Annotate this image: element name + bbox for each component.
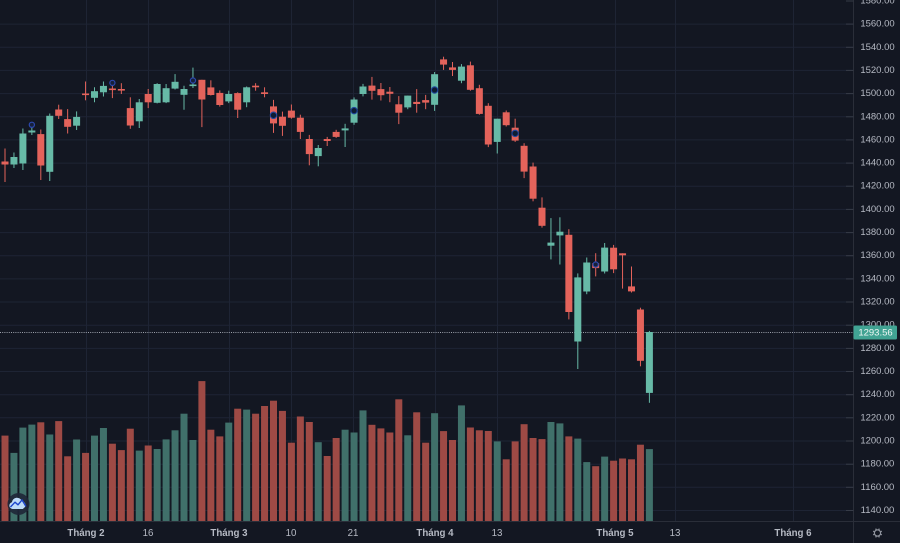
svg-text:1280.00: 1280.00	[860, 343, 894, 354]
svg-text:1580.00: 1580.00	[860, 0, 894, 7]
svg-text:1520.00: 1520.00	[860, 65, 894, 76]
svg-text:16: 16	[143, 528, 154, 539]
svg-text:1240.00: 1240.00	[860, 389, 894, 400]
svg-text:1160.00: 1160.00	[861, 482, 895, 493]
svg-text:Tháng 6: Tháng 6	[774, 528, 812, 539]
svg-text:1500.00: 1500.00	[860, 88, 894, 99]
svg-text:21: 21	[348, 528, 359, 539]
svg-text:Tháng 3: Tháng 3	[210, 528, 248, 539]
svg-text:Tháng 4: Tháng 4	[416, 528, 454, 539]
svg-text:10: 10	[286, 528, 297, 539]
svg-text:1260.00: 1260.00	[860, 366, 894, 377]
svg-text:13: 13	[492, 528, 503, 539]
svg-text:1320.00: 1320.00	[860, 297, 894, 308]
svg-text:1400.00: 1400.00	[860, 204, 894, 215]
svg-text:1460.00: 1460.00	[860, 134, 894, 145]
svg-text:1440.00: 1440.00	[860, 158, 894, 169]
svg-text:1540.00: 1540.00	[860, 42, 894, 53]
svg-text:1560.00: 1560.00	[860, 19, 894, 30]
svg-text:Tháng 5: Tháng 5	[596, 528, 634, 539]
svg-text:13: 13	[670, 528, 681, 539]
svg-text:1480.00: 1480.00	[860, 111, 894, 122]
svg-text:1420.00: 1420.00	[860, 181, 894, 192]
svg-text:1293.56: 1293.56	[858, 327, 892, 338]
svg-text:1300.00: 1300.00	[860, 320, 894, 331]
svg-text:1360.00: 1360.00	[860, 250, 894, 261]
svg-text:1220.00: 1220.00	[860, 412, 894, 423]
svg-text:1380.00: 1380.00	[860, 227, 894, 238]
svg-text:1340.00: 1340.00	[860, 273, 894, 284]
svg-text:1180.00: 1180.00	[861, 459, 895, 470]
svg-text:1140.00: 1140.00	[861, 505, 895, 516]
svg-text:Tháng 2: Tháng 2	[67, 528, 104, 539]
svg-text:1200.00: 1200.00	[860, 436, 894, 447]
